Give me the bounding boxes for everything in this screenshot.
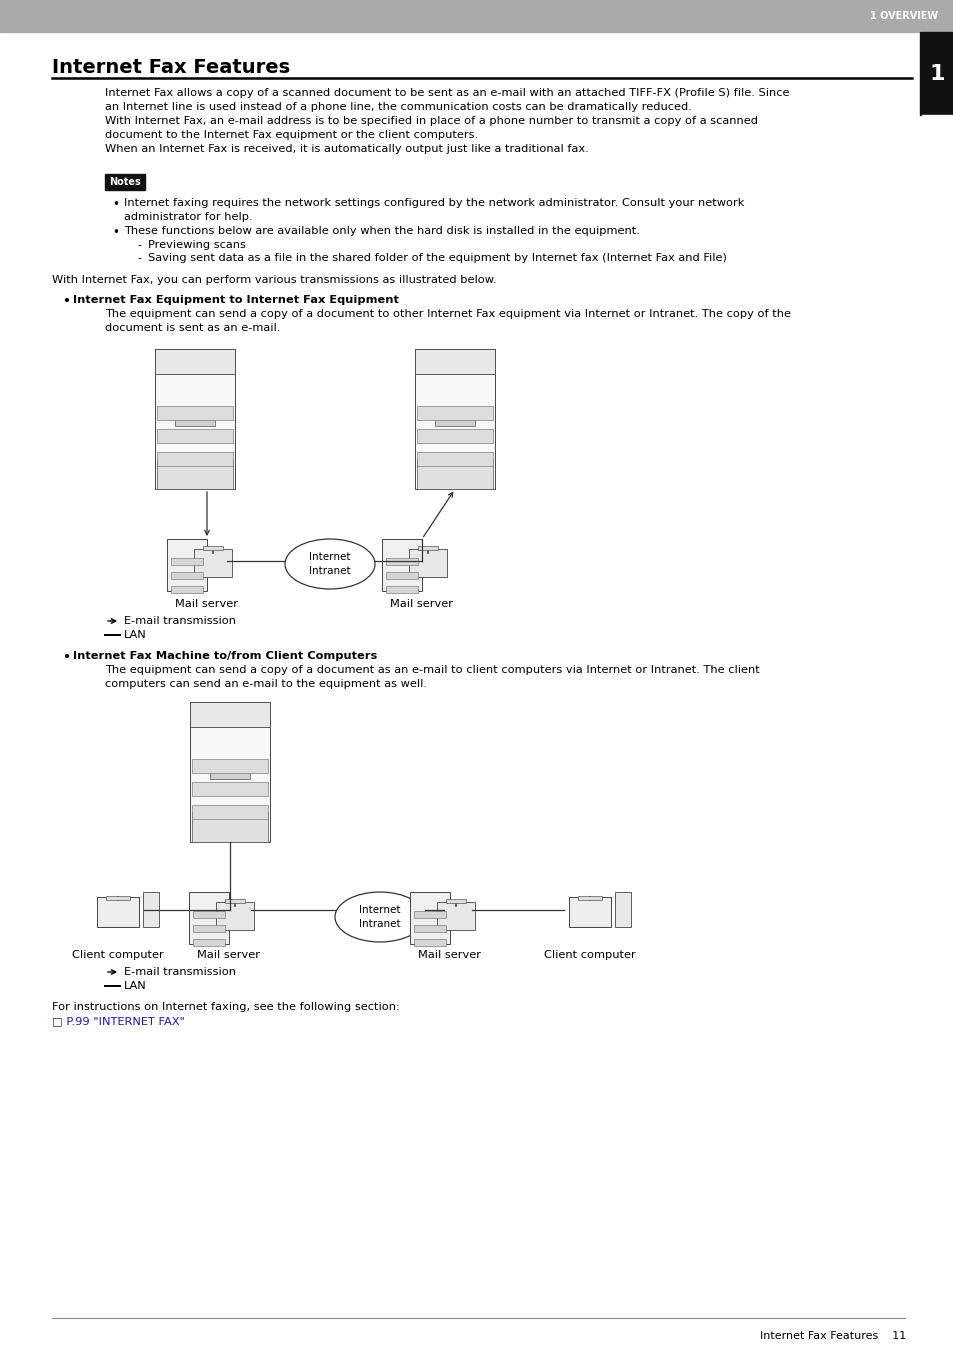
Bar (381, 539, 421, 590)
Text: Mail server: Mail server (197, 950, 260, 961)
Bar (190, 703, 270, 727)
Text: document to the Internet Fax equipment or the client computers.: document to the Internet Fax equipment o… (105, 130, 477, 141)
Bar (446, 898, 465, 902)
Text: Internet
Intranet: Internet Intranet (359, 905, 400, 928)
Text: Client computer: Client computer (72, 950, 164, 961)
Bar (193, 549, 232, 577)
Bar (416, 453, 493, 466)
Bar (189, 892, 229, 944)
Bar (568, 897, 610, 927)
Text: •: • (62, 295, 70, 308)
Bar (921, 115, 951, 118)
Bar (192, 812, 268, 842)
Text: Previewing scans: Previewing scans (148, 240, 246, 250)
Bar (386, 571, 417, 580)
Bar (167, 539, 207, 590)
Bar (415, 349, 495, 489)
Text: Internet Fax Features: Internet Fax Features (52, 58, 290, 77)
Bar (416, 430, 493, 443)
Bar (0, 0, 953, 32)
Text: •: • (112, 226, 119, 239)
Bar (615, 892, 630, 927)
Bar (416, 407, 493, 420)
Bar (154, 349, 234, 489)
Text: When an Internet Fax is received, it is automatically output just like a traditi: When an Internet Fax is received, it is … (105, 145, 588, 154)
Text: 1 OVERVIEW: 1 OVERVIEW (869, 11, 937, 22)
Text: LAN: LAN (124, 981, 147, 992)
Bar (578, 896, 601, 900)
Bar (171, 571, 203, 580)
Bar (919, 32, 953, 115)
Bar (386, 586, 417, 593)
Text: The equipment can send a copy of a document to other Internet Fax equipment via : The equipment can send a copy of a docum… (105, 309, 790, 334)
Text: Mail server: Mail server (390, 598, 453, 609)
Bar (171, 558, 203, 565)
Text: Client computer: Client computer (543, 950, 636, 961)
Text: E-mail transmission: E-mail transmission (124, 967, 235, 977)
Bar (190, 703, 270, 842)
Text: Mail server: Mail server (418, 950, 481, 961)
Bar (171, 586, 203, 593)
Text: •: • (112, 199, 119, 211)
Bar (215, 902, 253, 929)
Text: With Internet Fax, an e-mail address is to be specified in place of a phone numb: With Internet Fax, an e-mail address is … (105, 116, 758, 126)
Bar (193, 911, 225, 917)
Bar (157, 459, 233, 489)
Bar (105, 174, 145, 190)
Bar (154, 349, 234, 374)
Bar (143, 892, 159, 927)
Bar (225, 898, 245, 902)
Bar (409, 549, 447, 577)
Bar (174, 412, 214, 426)
Bar (157, 407, 233, 420)
Bar (203, 546, 223, 550)
Text: With Internet Fax, you can perform various transmissions as illustrated below.: With Internet Fax, you can perform vario… (52, 276, 497, 285)
Text: •: • (62, 651, 70, 663)
Text: Internet Fax Machine to/from Client Computers: Internet Fax Machine to/from Client Comp… (73, 651, 376, 661)
Bar (414, 925, 446, 932)
Text: Mail server: Mail server (175, 598, 238, 609)
Bar (414, 939, 446, 946)
Text: E-mail transmission: E-mail transmission (124, 616, 235, 626)
Bar (417, 546, 437, 550)
Bar (192, 805, 268, 819)
Bar (435, 412, 475, 426)
Bar (193, 939, 225, 946)
Bar (192, 782, 268, 796)
Bar (157, 430, 233, 443)
Text: LAN: LAN (124, 630, 147, 640)
Text: These functions below are available only when the hard disk is installed in the : These functions below are available only… (124, 226, 639, 236)
Ellipse shape (285, 539, 375, 589)
Text: Saving sent data as a file in the shared folder of the equipment by Internet fax: Saving sent data as a file in the shared… (148, 253, 726, 263)
Bar (414, 911, 446, 917)
Text: Notes: Notes (109, 177, 141, 186)
Text: For instructions on Internet faxing, see the following section:: For instructions on Internet faxing, see… (52, 1002, 399, 1012)
Bar (97, 897, 139, 927)
Ellipse shape (335, 892, 424, 942)
Text: Internet faxing requires the network settings configured by the network administ: Internet faxing requires the network set… (124, 199, 743, 223)
Text: Internet Fax Equipment to Internet Fax Equipment: Internet Fax Equipment to Internet Fax E… (73, 295, 398, 305)
Text: □ P.99 "INTERNET FAX": □ P.99 "INTERNET FAX" (52, 1016, 185, 1025)
Bar (157, 453, 233, 466)
Bar (416, 459, 493, 489)
Text: Internet
Intranet: Internet Intranet (309, 553, 351, 576)
Bar (193, 925, 225, 932)
Text: Internet Fax allows a copy of a scanned document to be sent as an e-mail with an: Internet Fax allows a copy of a scanned … (105, 88, 789, 99)
Bar (415, 349, 495, 374)
Text: -: - (137, 240, 141, 250)
Text: The equipment can send a copy of a document as an e-mail to client computers via: The equipment can send a copy of a docum… (105, 665, 759, 689)
Text: 1: 1 (928, 63, 943, 84)
Bar (210, 765, 250, 780)
Text: an Internet line is used instead of a phone line, the communication costs can be: an Internet line is used instead of a ph… (105, 101, 691, 112)
Bar (106, 896, 130, 900)
Bar (386, 558, 417, 565)
Bar (192, 759, 268, 773)
Bar (436, 902, 475, 929)
Text: -: - (137, 253, 141, 263)
Text: Internet Fax Features    11: Internet Fax Features 11 (760, 1331, 905, 1342)
Bar (410, 892, 450, 944)
